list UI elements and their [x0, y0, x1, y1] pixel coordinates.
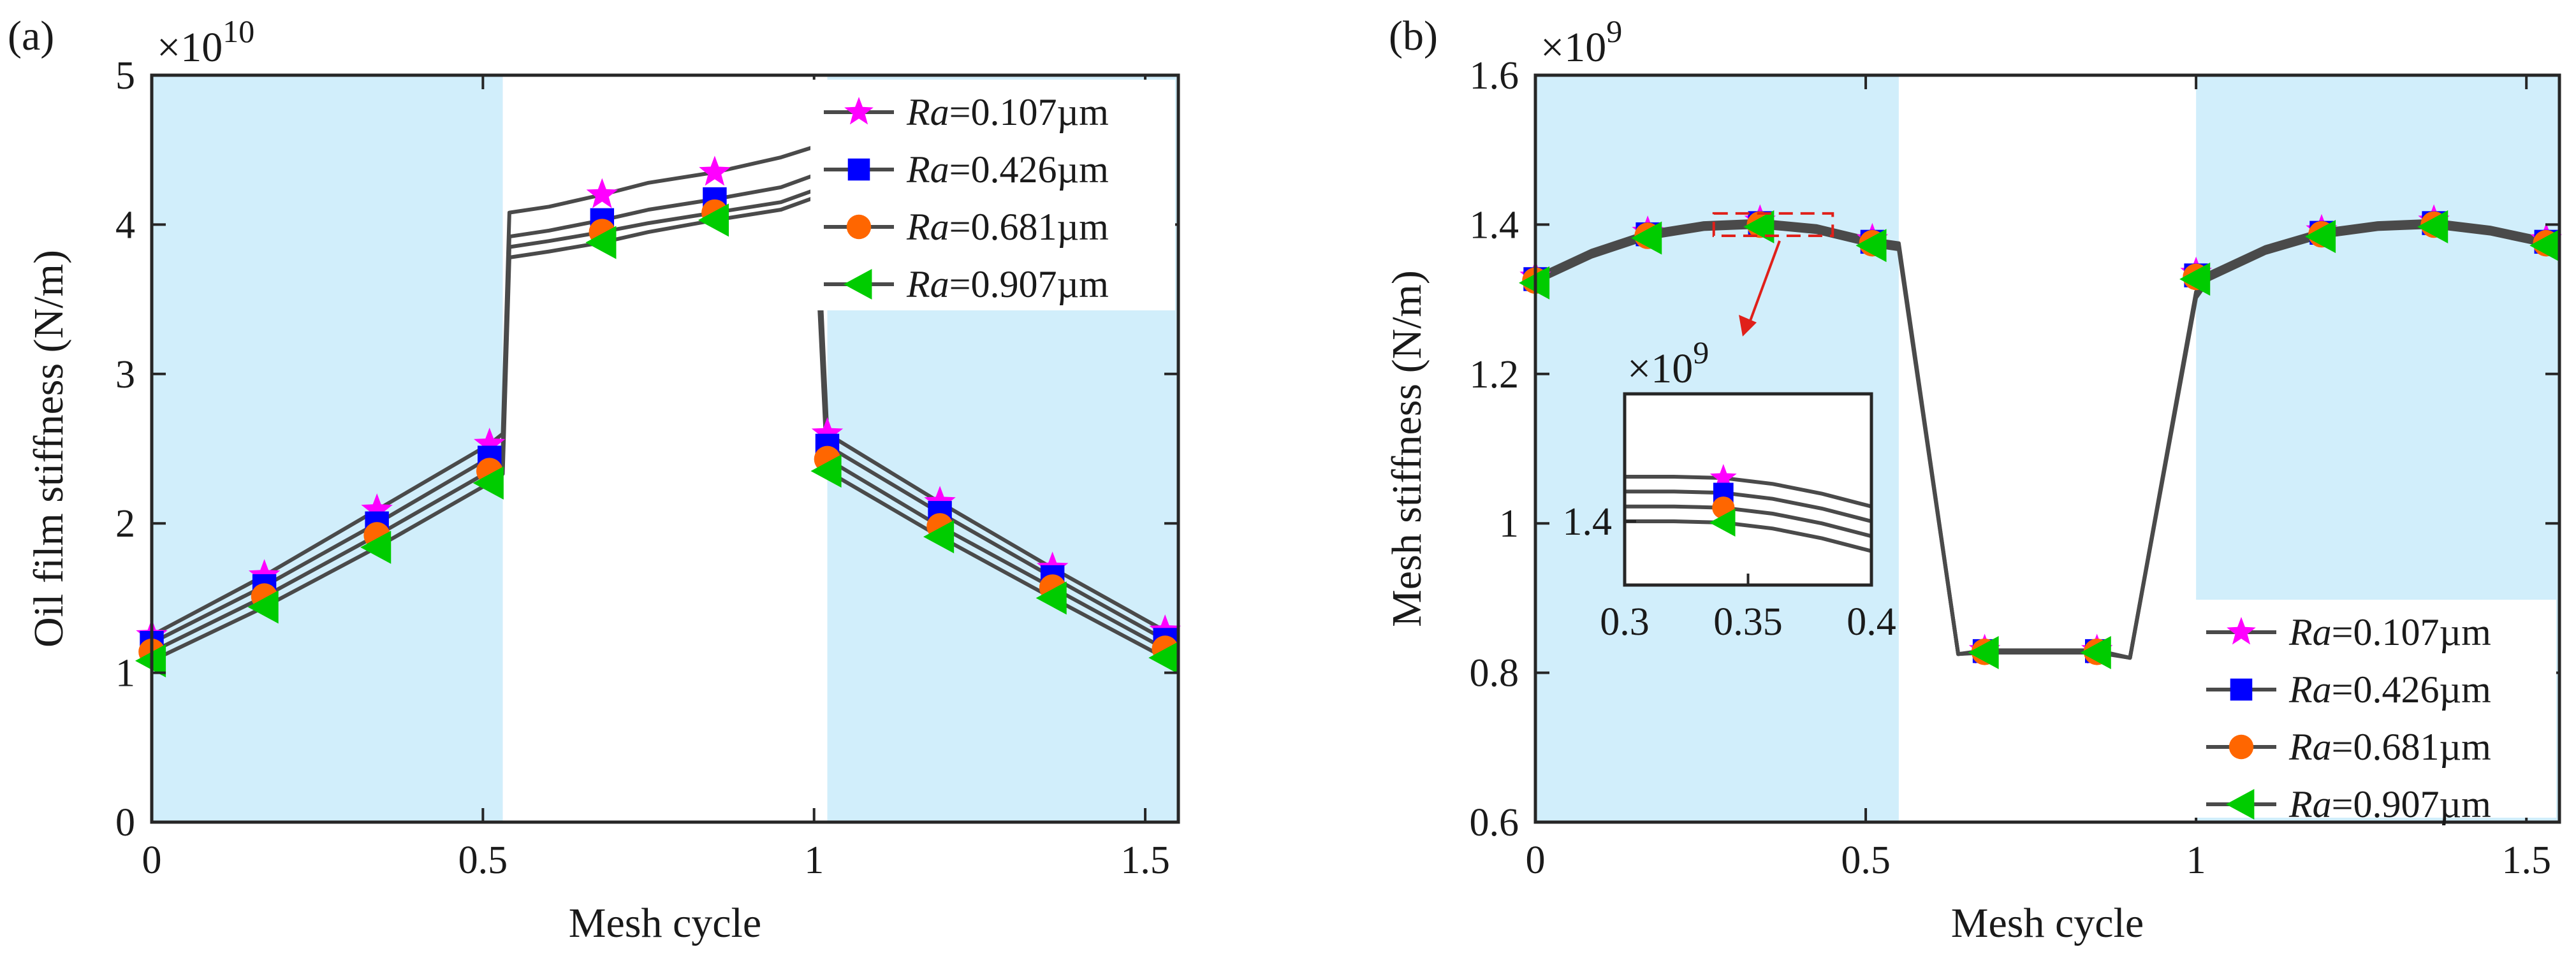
- legend: Ra=0.107µm Ra=0.426µm Ra=0.681µm Ra=0.907µm: [810, 80, 1175, 310]
- legend-marker-triangle-left: [2226, 789, 2255, 820]
- y-tick-label: 0.8: [1470, 652, 1519, 695]
- data-point-triangle-left: [1631, 221, 1662, 255]
- x-tick-label: 0: [142, 839, 162, 882]
- x-tick-label: 1: [804, 839, 824, 882]
- data-point-triangle-left: [247, 590, 279, 624]
- data-point-star: [924, 486, 956, 516]
- legend-marker-circle: [846, 214, 872, 240]
- data-point-triangle-left: [2080, 635, 2111, 669]
- data-point-triangle-left: [360, 530, 392, 564]
- x-tick-label: 0.5: [458, 839, 508, 882]
- y-tick-label: 1: [115, 652, 135, 695]
- legend-marker-star: [2227, 617, 2256, 645]
- axis-multiplier: ×1010: [157, 13, 254, 71]
- inset-series-line-3: [1625, 504, 1872, 539]
- panel-label: (a): [8, 13, 54, 59]
- panel-a: 0 0.5 1 1.5 0 1 2 3 4 5 Mesh cycle Oil film stiffne…: [8, 13, 1181, 946]
- legend-label: Ra=0.107µm: [2288, 611, 2491, 653]
- data-point-triangle-left: [2417, 210, 2448, 243]
- inset-multiplier: ×109: [1627, 335, 1709, 392]
- legend-label: Ra=0.907µm: [2288, 783, 2491, 825]
- y-tick-label: 1.6: [1470, 54, 1519, 98]
- series-line-4: [150, 196, 1180, 666]
- zoom-arrow-head: [1739, 314, 1757, 337]
- y-axis-label: Mesh stiffness (N/m): [1384, 270, 1430, 627]
- inset-data-point-star: [1709, 464, 1737, 489]
- inset-chart: 0.3 0.35 0.4 1.4 ×109: [1563, 335, 1896, 644]
- series-line-1: [150, 145, 1180, 639]
- shaded-region: [152, 75, 503, 822]
- x-tick-label: 1: [2186, 839, 2206, 882]
- legend-marker-star: [844, 97, 874, 125]
- axis-multiplier: ×109: [1540, 13, 1622, 71]
- legend-label: Ra=0.907µm: [906, 263, 1109, 305]
- zoom-arrow: [1746, 240, 1781, 328]
- data-point-star: [361, 493, 393, 524]
- panel-b: 0 0.5 1 1.5 0.6 0.8 1 1.2 1.4 1.6 Mesh cycle Mesh s…: [1384, 13, 2562, 946]
- series-line-3: [150, 188, 1180, 657]
- data-point-star: [699, 156, 731, 186]
- inset-y-tick-label: 1.4: [1563, 500, 1613, 544]
- inset-x-tick-label: 0.3: [1600, 600, 1650, 644]
- data-point-triangle-left: [2304, 220, 2336, 254]
- zoom-box: [1712, 212, 1834, 237]
- legend-label: Ra=0.426µm: [2288, 669, 2491, 711]
- y-tick-label: 1: [1499, 502, 1519, 546]
- y-tick-label: 0: [115, 801, 135, 844]
- y-tick-label: 2: [115, 502, 135, 546]
- data-point-star: [811, 417, 844, 447]
- y-tick-label: 3: [115, 353, 135, 396]
- axes-frame: [150, 73, 1180, 824]
- legend-label: Ra=0.107µm: [906, 91, 1109, 133]
- x-tick-label: 1.5: [2501, 839, 2551, 882]
- data-point-star: [474, 428, 506, 458]
- data-point-triangle-left: [1968, 635, 1999, 669]
- inset-x-tick-label: 0.4: [1847, 600, 1896, 644]
- legend-marker-triangle-left: [844, 269, 872, 300]
- y-tick-label: 5: [115, 54, 135, 98]
- inset-series-line-2: [1625, 489, 1872, 523]
- legend: Ra=0.107µm Ra=0.426µm Ra=0.681µm Ra=0.907µm: [2193, 600, 2556, 825]
- x-tick-label: 1.5: [1120, 839, 1170, 882]
- data-point-triangle-left: [472, 466, 504, 500]
- x-tick-label: 0.5: [1841, 839, 1891, 882]
- legend-box: [2193, 600, 2556, 818]
- y-tick-label: 0.6: [1470, 801, 1519, 844]
- x-axis-label: Mesh cycle: [569, 900, 761, 946]
- panel-label: (b): [1389, 13, 1438, 59]
- inset-x-tick-label: 0.35: [1713, 600, 1783, 644]
- inset-data-point-triangle-left: [1709, 509, 1736, 537]
- axes-frame: [1533, 73, 2561, 824]
- legend-marker-circle: [2228, 734, 2254, 760]
- legend-label: Ra=0.426µm: [906, 148, 1109, 191]
- y-tick-label: 1.2: [1470, 353, 1519, 396]
- legend-marker-square: [847, 158, 870, 181]
- x-tick-label: 0: [1526, 839, 1546, 882]
- data-point-triangle-left: [923, 520, 955, 554]
- legend-label: Ra=0.681µm: [2288, 726, 2491, 768]
- data-point-triangle-left: [1855, 229, 1887, 263]
- y-axis-label: Oil film stiffness (N/m): [26, 250, 72, 648]
- series-line-2: [150, 173, 1180, 648]
- data-point-triangle-left: [1148, 641, 1180, 675]
- legend-label: Ra=0.681µm: [906, 206, 1109, 248]
- inset-background: [1625, 394, 1871, 585]
- y-tick-label: 1.4: [1470, 203, 1519, 247]
- inset-series-line-1: [1625, 475, 1872, 509]
- inset-series-line-4: [1625, 519, 1872, 553]
- y-tick-label: 4: [115, 203, 135, 247]
- x-axis-label: Mesh cycle: [1951, 900, 2144, 946]
- legend-marker-square: [2230, 678, 2253, 701]
- data-point-triangle-left: [1036, 581, 1067, 615]
- data-point-star: [586, 178, 618, 208]
- data-point-triangle-left: [698, 203, 729, 237]
- data-point-star: [248, 559, 281, 590]
- data-point-triangle-left: [2179, 262, 2211, 296]
- data-point-triangle-left: [2529, 229, 2561, 263]
- data-point-triangle-left: [810, 454, 842, 488]
- data-point-triangle-left: [585, 226, 617, 259]
